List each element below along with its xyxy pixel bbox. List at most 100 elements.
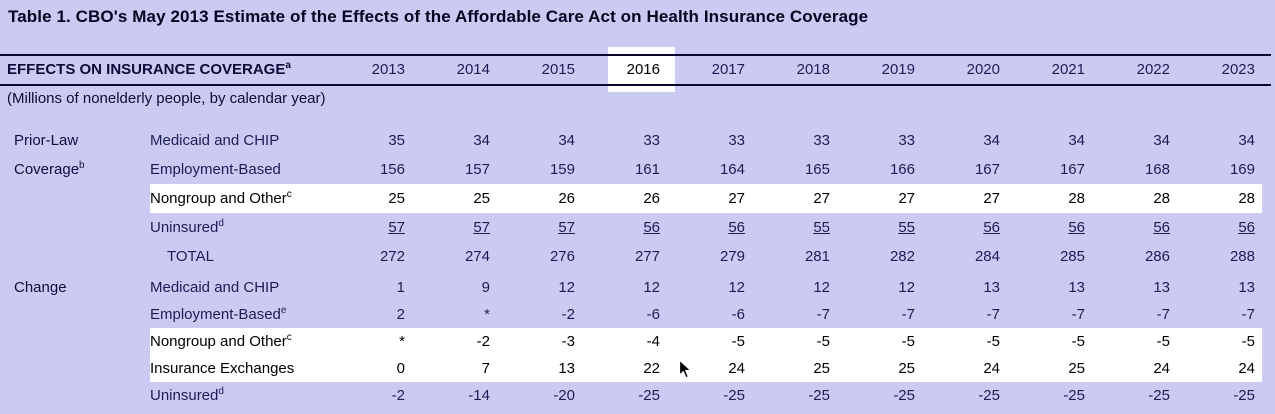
data-cell: -25 — [808, 387, 830, 404]
table-row: Employment-Basede 2 * -2 -6 -6 -7 -7 -7 -7 -7 -7 — [0, 301, 1275, 328]
highlighted-row-body: Nongroup and Otherc * -2 -3 -4 -5 -5 -5 -5 -5 -5 -5 — [150, 328, 1262, 355]
data-cell: 56 — [1068, 219, 1085, 236]
data-cell: 25 — [1068, 360, 1085, 377]
data-cell: 55 — [813, 219, 830, 236]
data-cell: 28 — [1238, 190, 1255, 207]
table-subtitle: (Millions of nonelderly people, by calen… — [7, 90, 326, 107]
table-row: Coverageb Employment-Based 156 157 159 161 164… — [0, 155, 1275, 184]
data-cell: 28 — [1068, 190, 1085, 207]
data-cell: 167 — [974, 161, 1000, 178]
row-category-label: Employment-Based — [150, 161, 320, 178]
row-category-label: Nongroup and Otherc — [150, 189, 320, 208]
data-cell: 165 — [804, 161, 830, 178]
data-cell: 13 — [558, 360, 575, 377]
data-cell: 13 — [1068, 279, 1085, 296]
data-cell: 56 — [1238, 219, 1255, 236]
data-cell: 161 — [634, 161, 660, 178]
data-cell: -7 — [901, 306, 915, 323]
data-cell: 276 — [549, 248, 575, 265]
row-body: TOTAL 272 274 276 277 279 281 282 284 285 286 288 — [150, 242, 1262, 271]
data-cell: -5 — [1241, 333, 1255, 350]
data-cell: 156 — [379, 161, 405, 178]
data-cell: -25 — [723, 387, 745, 404]
row-category-label-text: Uninsured — [150, 387, 219, 404]
data-cell: 12 — [898, 279, 915, 296]
data-cell: 166 — [889, 161, 915, 178]
footnote-marker-a: a — [285, 60, 291, 71]
data-cell: 1 — [396, 279, 405, 296]
data-cell: 34 — [473, 132, 490, 149]
data-cell: 26 — [558, 190, 575, 207]
data-cell: 285 — [1059, 248, 1085, 265]
row-category-label-text: TOTAL — [167, 248, 214, 265]
data-cell: 25 — [388, 190, 405, 207]
row-body: Uninsuredd 57 57 57 56 56 55 55 56 56 56 56 — [150, 213, 1262, 242]
row-category-label-text: Insurance Exchanges — [150, 360, 295, 377]
data-cell: -5 — [1156, 333, 1170, 350]
data-cell: -25 — [978, 387, 1000, 404]
data-cell: 56 — [728, 219, 745, 236]
data-cell: 169 — [1229, 161, 1255, 178]
data-cell: -2 — [476, 333, 490, 350]
data-cell: 27 — [728, 190, 745, 207]
data-cell: 56 — [1153, 219, 1170, 236]
data-cell: -7 — [1241, 306, 1255, 323]
year-column-header: 2014 — [456, 61, 490, 78]
data-cell: 57 — [388, 219, 405, 236]
row-category-label: Uninsuredd — [150, 218, 320, 237]
data-cell: -7 — [1071, 306, 1085, 323]
data-cell: 35 — [388, 132, 405, 149]
data-cell: 9 — [481, 279, 490, 296]
mouse-cursor-icon — [678, 359, 693, 379]
row-group-label: Prior-Law — [0, 132, 150, 149]
year-column-header: 2023 — [1221, 61, 1255, 78]
footnote-marker-c: c — [286, 189, 292, 200]
highlighted-row-body: Nongroup and Otherc 25 25 26 26 27 27 27 27 28 28 2… — [150, 184, 1262, 213]
data-cell: 168 — [1144, 161, 1170, 178]
data-cell: 28 — [1153, 190, 1170, 207]
footnote-marker-d: d — [218, 218, 224, 229]
data-cell: 12 — [728, 279, 745, 296]
table-row: TOTAL 272 274 276 277 279 281 282 284 285 286 288 — [0, 242, 1275, 271]
data-cell: 12 — [558, 279, 575, 296]
data-cell: 34 — [558, 132, 575, 149]
table-title: Table 1. CBO's May 2013 Estimate of the … — [8, 7, 869, 26]
data-cell: 34 — [1153, 132, 1170, 149]
data-cell: 164 — [719, 161, 745, 178]
year-column-header: 2016 — [626, 61, 660, 78]
data-cell: 34 — [983, 132, 1000, 149]
data-cell: -25 — [1148, 387, 1170, 404]
data-cell: 284 — [974, 248, 1000, 265]
row-category-label-text: Nongroup and Other — [150, 333, 287, 350]
table-row: Uninsuredd 57 57 57 56 56 55 55 56 56 56 56 — [0, 213, 1275, 242]
data-cell: 27 — [898, 190, 915, 207]
data-cell: -5 — [731, 333, 745, 350]
data-cell: -3 — [561, 333, 575, 350]
row-group-label: Coverageb — [0, 161, 150, 179]
data-cell: -6 — [731, 306, 745, 323]
row-category-label: Medicaid and CHIP — [150, 279, 320, 296]
data-cell: 0 — [396, 360, 405, 377]
data-cell: * — [484, 306, 490, 323]
data-cell: * — [399, 333, 405, 350]
data-cell: 157 — [464, 161, 490, 178]
data-cell: 57 — [473, 219, 490, 236]
data-cell: -4 — [646, 333, 660, 350]
year-column-header: 2018 — [796, 61, 830, 78]
data-cell: 13 — [983, 279, 1000, 296]
data-cell: -20 — [553, 387, 575, 404]
data-cell: 25 — [813, 360, 830, 377]
row-category-label-text: Medicaid and CHIP — [150, 279, 280, 296]
year-column-header: 2020 — [966, 61, 1000, 78]
column-header-effects-text: EFFECTS ON INSURANCE COVERAGE — [7, 61, 286, 78]
data-cell: -25 — [893, 387, 915, 404]
data-cell: 33 — [728, 132, 745, 149]
data-cell: 25 — [898, 360, 915, 377]
data-cell: 34 — [1068, 132, 1085, 149]
data-cell: 33 — [643, 132, 660, 149]
data-cell: 159 — [549, 161, 575, 178]
data-cell: -5 — [1071, 333, 1085, 350]
row-category-label: Insurance Exchanges — [150, 360, 320, 377]
table-section-prior-law-coverage: Prior-Law Medicaid and CHIP 35 34 34 33 33 33 33… — [0, 126, 1275, 271]
year-column-header: 2015 — [541, 61, 575, 78]
